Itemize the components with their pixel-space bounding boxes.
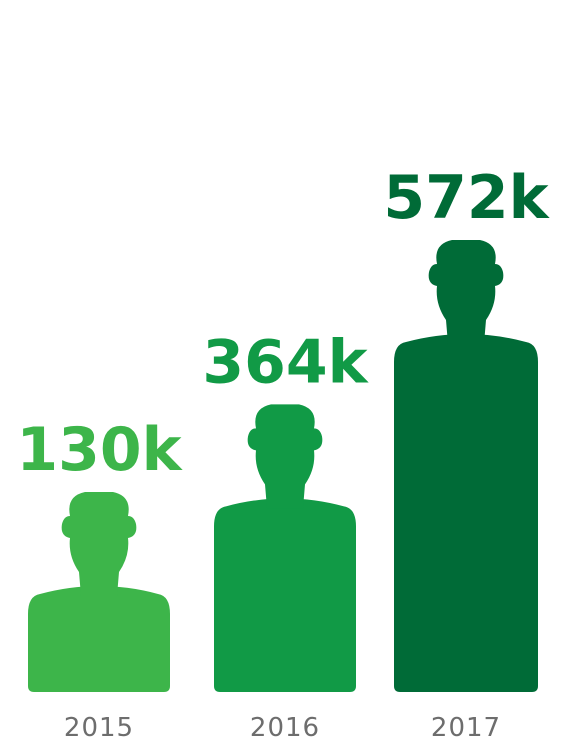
value-label-2017: 572k bbox=[383, 163, 550, 233]
bar-2016-body bbox=[214, 498, 356, 692]
bar-2015-body bbox=[28, 586, 170, 692]
value-label-2016: 364k bbox=[202, 327, 369, 397]
year-label-2016: 2016 bbox=[250, 713, 320, 742]
value-label-2015: 130k bbox=[16, 415, 183, 485]
bar-2016-head bbox=[247, 404, 323, 509]
year-label-2015: 2015 bbox=[64, 713, 134, 742]
year-label-2017: 2017 bbox=[431, 713, 501, 742]
bar-2017-body bbox=[394, 334, 538, 692]
bar-2017: 572k 2017 bbox=[383, 163, 550, 742]
bar-2015-head bbox=[61, 492, 137, 596]
bar-2015: 130k 2015 bbox=[16, 415, 183, 742]
bar-2016: 364k 2016 bbox=[202, 327, 369, 742]
bar-2017-head bbox=[428, 240, 504, 344]
